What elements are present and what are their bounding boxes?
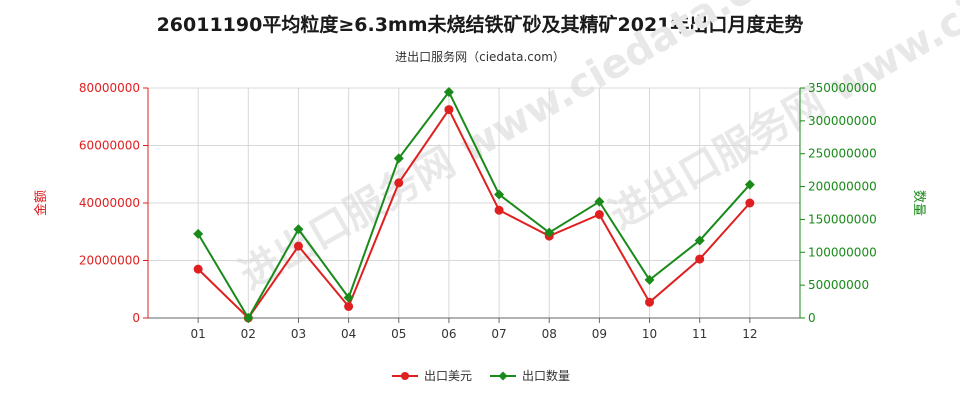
data-point-2: [694, 235, 705, 246]
legend-marker-2: [498, 371, 508, 381]
series-line-2: [197, 90, 751, 320]
data-point-2: [594, 196, 605, 207]
y-tick-label-right: 50000000: [808, 278, 869, 292]
x-tick-label: 02: [241, 327, 256, 341]
data-point-1: [494, 205, 504, 215]
data-point-1: [293, 241, 303, 251]
chart-title: 26011190平均粒度≥6.3mm未烧结铁矿砂及其精矿2021年出口月度走势: [156, 14, 804, 36]
chart-subtitle: 进出口服务网（ciedata.com）: [395, 50, 565, 64]
y-tick-label-left: 60000000: [79, 139, 140, 153]
data-point-1: [394, 178, 404, 188]
x-tick-label: 12: [742, 327, 757, 341]
data-point-2: [243, 313, 254, 323]
data-point-1: [444, 105, 454, 115]
legend-marker-1: [401, 372, 409, 380]
x-tick-label: 11: [692, 327, 707, 341]
data-point-2: [393, 153, 404, 164]
x-tick-label: 09: [592, 327, 607, 341]
y-axis-label-left: 金额: [33, 190, 49, 216]
y-tick-label-right: 350000000: [808, 81, 877, 95]
data-point-2: [293, 224, 304, 235]
legend-label-2: 出口数量: [522, 368, 570, 383]
data-point-1: [745, 198, 755, 208]
y-tick-label-left: 40000000: [79, 196, 140, 210]
y-tick-label-left: 20000000: [79, 254, 140, 268]
data-point-1: [594, 210, 604, 219]
data-point-2: [544, 227, 555, 238]
y-tick-label-right: 0: [808, 311, 816, 325]
data-point-2: [343, 292, 354, 303]
data-point-2: [443, 86, 454, 97]
x-tick-label: 06: [441, 327, 456, 341]
x-tick-label: 10: [642, 327, 657, 341]
data-point-1: [193, 264, 203, 274]
y-tick-label-right: 200000000: [808, 180, 877, 194]
series-line-1: [197, 107, 751, 320]
data-point-1: [645, 297, 655, 307]
y-tick-label-left: 80000000: [79, 81, 140, 95]
x-tick-label: 08: [542, 327, 557, 341]
x-tick-label: 05: [391, 327, 406, 341]
y-tick-label-right: 150000000: [808, 212, 877, 226]
x-tick-label: 01: [191, 327, 206, 341]
data-point-1: [344, 302, 354, 311]
data-point-2: [494, 189, 505, 200]
y-tick-label-right: 100000000: [808, 245, 877, 259]
data-point-2: [644, 274, 655, 285]
y-tick-label-right: 300000000: [808, 114, 877, 128]
y-axis-label-right: 数量: [911, 190, 926, 216]
x-tick-label: 04: [341, 327, 356, 341]
data-point-1: [695, 254, 705, 264]
y-tick-label-right: 250000000: [808, 147, 877, 161]
y-tick-label-left: 0: [132, 311, 140, 325]
legend-label-1: 出口美元: [424, 369, 472, 383]
data-point-2: [193, 228, 204, 239]
x-tick-label: 03: [291, 327, 306, 341]
x-tick-label: 07: [491, 327, 506, 341]
data-point-2: [744, 179, 755, 190]
